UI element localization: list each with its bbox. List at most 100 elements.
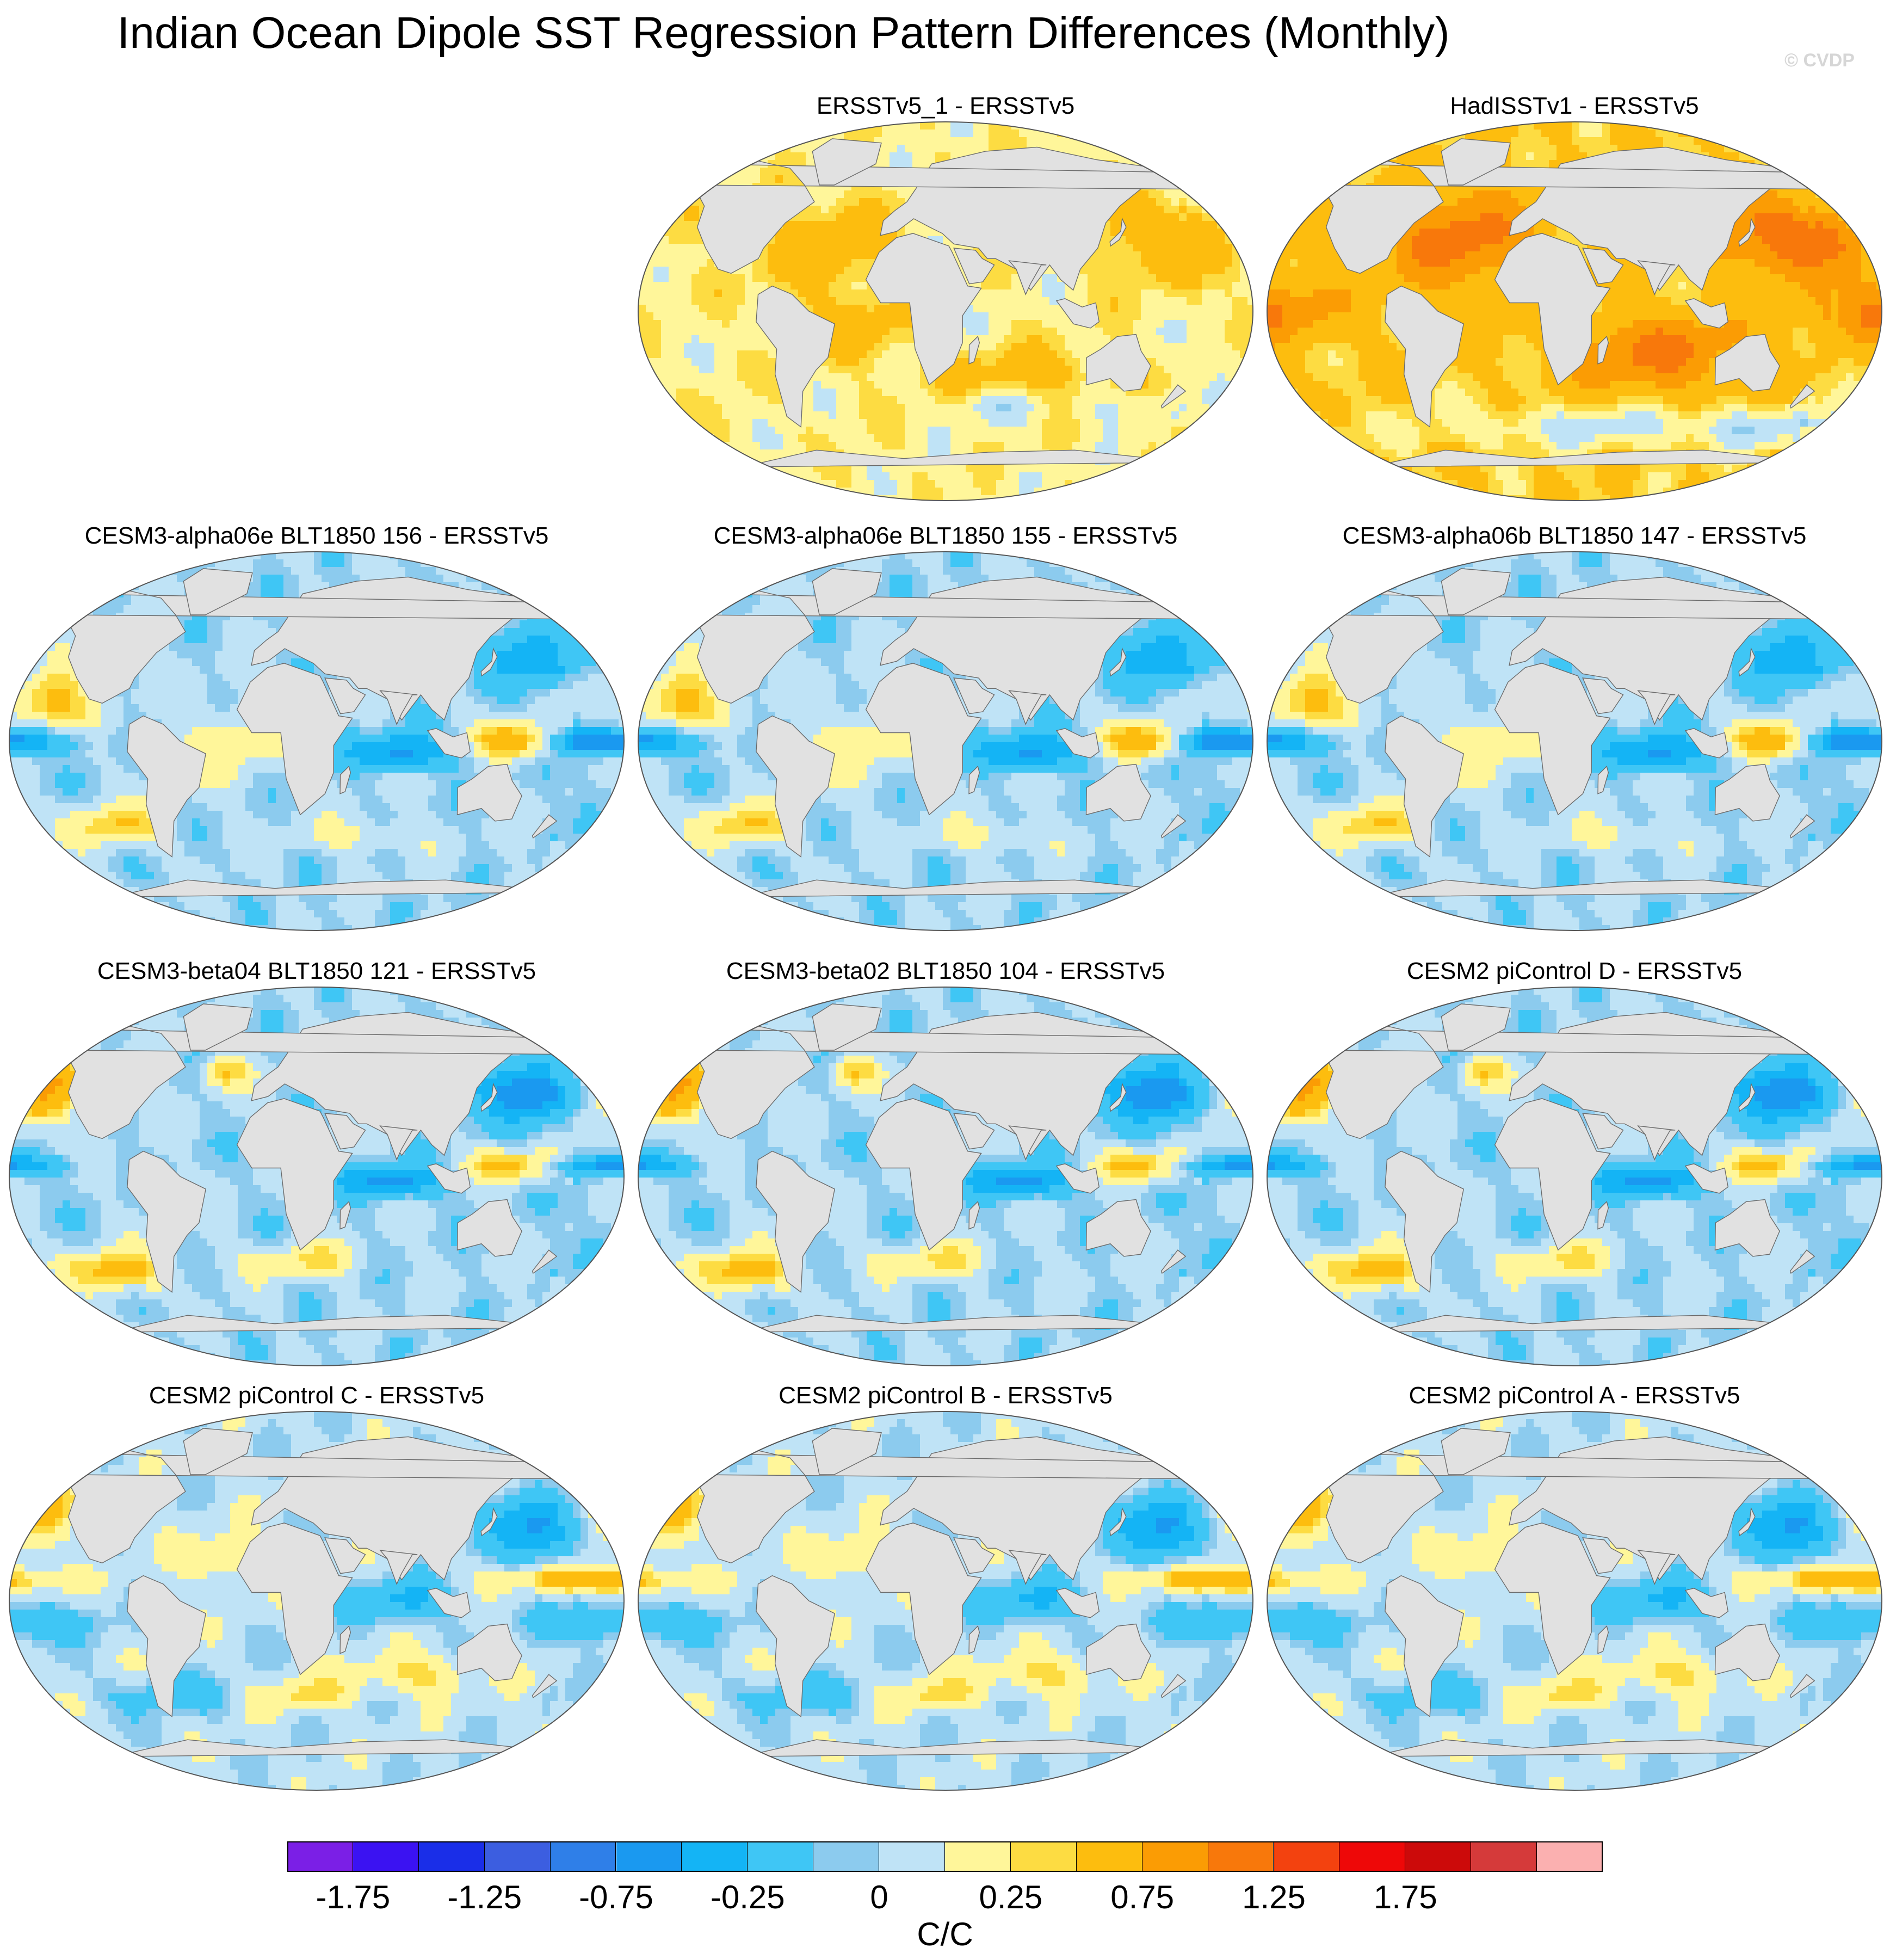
colorbar-box xyxy=(550,1841,616,1872)
land-mass xyxy=(456,763,522,822)
land-mass xyxy=(1789,1249,1815,1274)
map-panel: CESM2 piControl A - ERSSTv5 xyxy=(1264,1382,1885,1807)
land-mass xyxy=(480,1082,498,1112)
land-mass xyxy=(324,677,366,714)
colorbar-box xyxy=(484,1841,551,1872)
land-mass xyxy=(1055,298,1100,329)
land-mass xyxy=(1441,568,1511,615)
land-mass xyxy=(1637,1125,1676,1161)
colorbar-tick-label: -0.25 xyxy=(711,1878,785,1916)
land-mass xyxy=(756,715,835,858)
land-mass xyxy=(1684,298,1729,329)
land-mass xyxy=(236,1523,353,1675)
map-panel: ERSSTv5_1 - ERSSTv5 xyxy=(635,93,1256,517)
colorbar-box xyxy=(813,1841,880,1872)
land-mass xyxy=(339,1625,351,1654)
land-mass xyxy=(756,1150,835,1293)
land-mass xyxy=(953,1537,995,1574)
land-mass xyxy=(865,1523,982,1675)
colorbar xyxy=(287,1841,1603,1872)
land-mass xyxy=(1789,814,1815,839)
colorbar-box xyxy=(1339,1841,1406,1872)
land-mass xyxy=(1385,1150,1464,1293)
colorbar-box xyxy=(1076,1841,1142,1872)
land-mass xyxy=(324,1113,366,1150)
land-mass xyxy=(183,1003,253,1051)
land-mass xyxy=(812,138,882,186)
map-border xyxy=(1267,551,1882,931)
land-mass xyxy=(865,663,982,816)
land-mass xyxy=(756,285,835,428)
land-mass xyxy=(968,766,980,794)
land-mass xyxy=(1714,1623,1780,1681)
colorbar-box xyxy=(418,1841,485,1872)
land-mass xyxy=(379,1125,418,1161)
land-mass xyxy=(127,715,206,858)
map-panel: CESM2 piControl B - ERSSTv5 xyxy=(635,1382,1256,1807)
land-mass xyxy=(456,1199,522,1257)
land-mass xyxy=(1738,217,1756,247)
map-border xyxy=(1267,987,1882,1366)
colorbar-tick-label: 0.25 xyxy=(979,1878,1043,1916)
panel-title: CESM3-alpha06e BLT1850 156 - ERSSTv5 xyxy=(7,522,627,550)
land-mass xyxy=(1714,334,1780,392)
panel-title: CESM3-alpha06e BLT1850 155 - ERSSTv5 xyxy=(635,522,1256,550)
colorbar-box xyxy=(682,1841,748,1872)
land-mass xyxy=(532,814,558,839)
land-mass xyxy=(1684,1163,1729,1194)
map-panel: CESM3-beta04 BLT1850 121 - ERSSTv5 xyxy=(7,958,627,1382)
colorbar-tick-label: 0 xyxy=(870,1878,888,1916)
land-mass xyxy=(127,1150,206,1293)
panel-title: CESM3-alpha06b BLT1850 147 - ERSSTv5 xyxy=(1264,522,1885,550)
land-mass xyxy=(236,663,353,816)
colorbar-tick-label: -0.75 xyxy=(579,1878,653,1916)
panel-title: CESM2 piControl B - ERSSTv5 xyxy=(635,1382,1256,1409)
world-map xyxy=(1267,987,1882,1366)
land-mass xyxy=(127,1575,206,1718)
land-mass xyxy=(183,1428,253,1475)
colorbar-tick-label: 0.75 xyxy=(1110,1878,1174,1916)
land-mass xyxy=(1385,1575,1464,1718)
land-mass xyxy=(339,766,351,794)
land-mass xyxy=(324,1537,366,1574)
land-mass xyxy=(1494,1523,1611,1675)
world-map xyxy=(9,987,625,1366)
sst-anomaly-field xyxy=(1267,987,1882,1366)
panel-title: CESM3-beta04 BLT1850 121 - ERSSTv5 xyxy=(7,958,627,985)
land-mass xyxy=(480,1507,498,1537)
land-mass xyxy=(953,1113,995,1150)
world-map xyxy=(1267,121,1882,501)
world-map xyxy=(638,551,1253,931)
land-mass xyxy=(1085,334,1151,392)
panel-title: CESM2 piControl D - ERSSTv5 xyxy=(1264,958,1885,985)
land-mass xyxy=(1494,1098,1611,1251)
land-mass xyxy=(1738,647,1756,677)
land-mass xyxy=(1582,1537,1624,1574)
land-mass xyxy=(1597,1201,1609,1230)
cvdp-credit: © CVDP xyxy=(1784,50,1855,71)
colorbar-box xyxy=(1010,1841,1077,1872)
map-panel: CESM3-beta02 BLT1850 104 - ERSSTv5 xyxy=(635,958,1256,1382)
land-mass xyxy=(1160,1249,1187,1274)
colorbar-units: C/C xyxy=(917,1915,973,1953)
map-border xyxy=(638,121,1253,501)
land-mass xyxy=(1637,260,1676,295)
land-mass xyxy=(379,1550,418,1585)
land-mass xyxy=(812,1428,882,1475)
colorbar-box xyxy=(879,1841,945,1872)
colorbar-box xyxy=(616,1841,682,1872)
land-mass xyxy=(183,568,253,615)
world-map xyxy=(1267,551,1882,931)
land-mass xyxy=(812,1003,882,1051)
land-mass xyxy=(1055,1163,1100,1194)
land-mass xyxy=(1789,1674,1815,1699)
land-mass xyxy=(1637,1550,1676,1585)
land-mass xyxy=(1109,1507,1127,1537)
land-mass xyxy=(1160,814,1187,839)
land-mass xyxy=(1684,728,1729,759)
land-mass xyxy=(236,1098,353,1251)
sst-anomaly-field xyxy=(9,987,624,1366)
land-mass xyxy=(1160,384,1187,409)
colorbar-tick-label: -1.25 xyxy=(447,1878,522,1916)
land-mass xyxy=(1385,715,1464,858)
